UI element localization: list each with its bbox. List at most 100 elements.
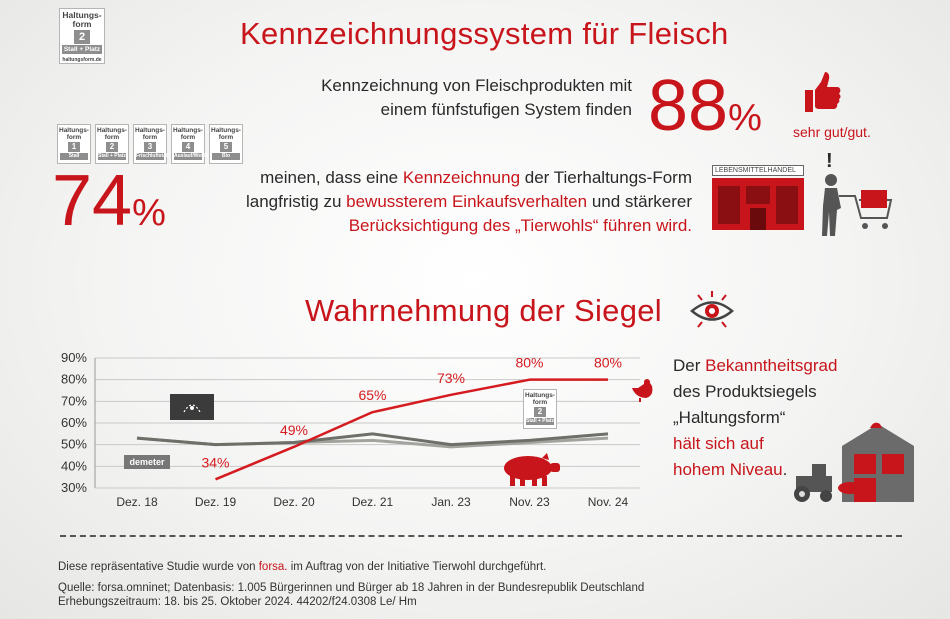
awareness-line1-b: Bekanntheitsgrad [705, 356, 838, 375]
badge-line1: Haltungs- [62, 10, 102, 20]
footer-line3: Erhebungszeitraum: 18. bis 25. Oktober 2… [58, 596, 417, 608]
y-tick-label: 80% [61, 372, 87, 387]
stat74-percent: % [132, 192, 166, 234]
exclaim-mark: ! [826, 150, 833, 172]
data-label: 80% [515, 355, 543, 371]
x-tick-label: Jan. 23 [431, 495, 471, 509]
demeter-logo: demeter [124, 455, 170, 469]
data-label: 49% [280, 422, 308, 438]
y-tick-label: 40% [61, 458, 87, 473]
badge-level-3: Haltungs-form 3 Frischluftstall [133, 124, 169, 164]
awareness-line4: hält sich auf [673, 434, 764, 453]
badge-label: Stall + Platz [98, 153, 126, 160]
stat74-line2-c: und stärkerer [587, 192, 692, 211]
section-title: Wahrnehmung der Siegel [305, 293, 662, 328]
badge-line2: form [142, 134, 158, 141]
eye-icon [688, 290, 736, 337]
stat74-line2: langfristig zu bewussterem Einkaufsverha… [246, 190, 692, 214]
line-chart: 90% 80% 70% 60% 50% 40% 30% Dez. 18 Dez. 19 Dez.… [61, 350, 640, 509]
badge-number: 2 [106, 142, 118, 152]
eu-bio-logo [170, 394, 214, 420]
x-tick-label: Dez. 19 [195, 495, 237, 509]
badge-line2: form [218, 134, 234, 141]
stat74-line1-b: Kennzeichnung [402, 168, 521, 187]
chicken-icon [628, 376, 656, 407]
badge-level-1: Haltungs-form 1 Stall [57, 124, 91, 164]
awareness-line3: „Haltungsform“ [673, 408, 786, 427]
stat74-line2-a: langfristig zu [245, 192, 347, 211]
stat88-line2: einem fünfstufigen System finden [380, 100, 632, 119]
badge-number: 2 [74, 30, 90, 44]
x-tick-label: Nov. 23 [509, 495, 550, 509]
y-tick-label: 30% [61, 480, 87, 495]
stat88-percent: % [728, 97, 762, 139]
awareness-line5-a: hohem Niveau [673, 460, 783, 479]
badge-line1: Haltungs- [97, 127, 127, 134]
badge-line1: Haltungs- [59, 127, 89, 134]
footer-line1-b: forsa. [258, 561, 288, 573]
awareness-line1-a: Der [673, 356, 706, 375]
data-label: 73% [437, 370, 465, 386]
stat74-line3: Berücksichtigung des „Tierwohls“ führen … [348, 216, 692, 235]
farm-icon [790, 418, 920, 509]
footer-line1-a: Diese repräsentative Studie wurde von [58, 561, 259, 573]
stat88-value: 88% [648, 70, 762, 142]
stat74-line1-c: der Tierhaltungs-Form [520, 168, 692, 187]
badge-number: 4 [182, 142, 194, 152]
stat74-line2-b: bewussterem Einkaufsverhalten [346, 192, 588, 211]
series-line-bio [136, 432, 609, 447]
footer-line1-c: im Auftrag von der Initiative Tierwohl d… [287, 561, 547, 573]
footer-line1: Diese repräsentative Studie wurde von fo… [58, 561, 546, 573]
shopper-icon [815, 172, 895, 243]
badge-line1: Haltungs- [135, 127, 165, 134]
badge-level-5: Haltungs-form 5 Bio [209, 124, 243, 164]
thumbs-up-icon [797, 70, 843, 121]
badge-line2: form [72, 19, 92, 29]
badge-site: haltungsform.de [62, 57, 102, 63]
awareness-line5-end: . [782, 460, 788, 479]
stat88-line1: Kennzeichnung von Fleischprodukten mit [321, 76, 632, 95]
stat74-number: 74 [52, 161, 133, 241]
badge-line1: Haltungs- [525, 392, 555, 399]
badge-level-4: Haltungs-form 4 Auslauf/Weide [171, 124, 208, 164]
x-tick-label: Dez. 21 [352, 495, 394, 509]
data-label: 80% [594, 355, 622, 371]
awareness-text: Der Bekanntheitsgrad des Produktsiegels … [673, 353, 837, 483]
chart-series [136, 378, 609, 481]
badge-number: 1 [68, 142, 80, 152]
x-tick-label: Nov. 24 [588, 495, 629, 509]
y-tick-label: 70% [61, 393, 87, 408]
awareness-line5: hohem Niveau. [673, 457, 837, 483]
awareness-line2: des Produktsiegels [673, 382, 817, 401]
x-tick-label: Dez. 18 [116, 495, 158, 509]
haltungsform-badges: Haltungs-form 1 Stall Haltungs-form 2 Stal… [57, 124, 243, 164]
y-tick-label: 60% [61, 415, 87, 430]
badge-number: 2 [534, 407, 546, 417]
stat74-line1: meinen, dass eine Kennzeichnung der Tier… [246, 166, 692, 190]
haltungsform-logo: Haltungs- form 2 Stall + Platz haltungsf… [59, 8, 105, 64]
chart-data-labels: 34% 49% 65% 73% 80% 80% [201, 355, 622, 471]
badge-number: 5 [220, 142, 232, 152]
y-tick-label: 50% [61, 437, 87, 452]
series-line-haltungsform [215, 378, 608, 481]
badge-label: Stall + Platz [526, 418, 554, 425]
stat74-text: meinen, dass eine Kennzeichnung der Tier… [246, 166, 692, 238]
badge-label: Stall + Platz [62, 45, 102, 54]
y-tick-label: 90% [61, 350, 87, 365]
divider [60, 535, 902, 537]
stat88-text: Kennzeichnung von Fleischprodukten mit e… [321, 74, 632, 122]
badge-line2: form [104, 134, 120, 141]
pig-icon [498, 452, 564, 493]
store-icon: LEBENSMITTELHANDEL [712, 165, 804, 233]
footer-line2: Quelle: forsa.omninet; Datenbasis: 1.005… [58, 582, 645, 594]
stat88-number: 88 [648, 66, 729, 146]
awareness-line1: Der Bekanntheitsgrad [673, 353, 837, 379]
data-label: 34% [201, 454, 229, 470]
haltungsform-chart-badge: Haltungs-form 2 Stall + Platz [523, 389, 557, 429]
y-axis-ticks: 90% 80% 70% 60% 50% 40% 30% [61, 350, 87, 495]
x-tick-label: Dez. 20 [273, 495, 315, 509]
page-title: Kennzeichnungssystem für Fleisch [240, 16, 729, 51]
stat74-line1-a: meinen, dass eine [260, 168, 403, 187]
stat74-value: 74% [52, 165, 166, 237]
badge-label: Bio [212, 153, 240, 160]
